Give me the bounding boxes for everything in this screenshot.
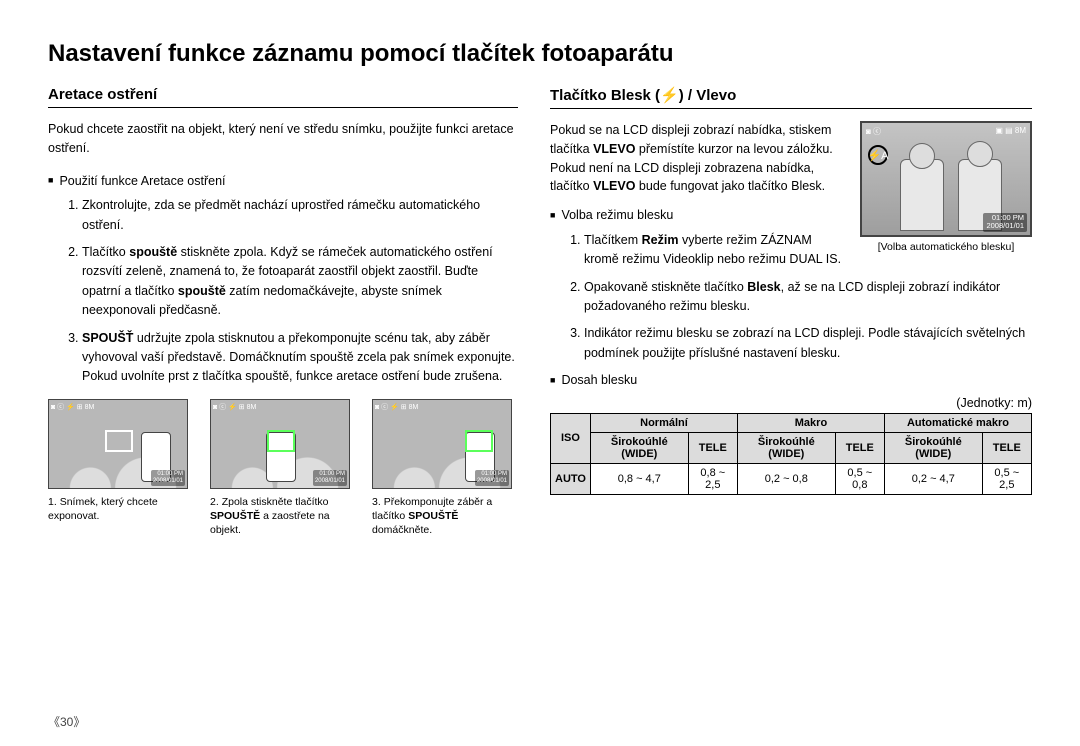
cell: 0,8 ~ 2,5 — [688, 463, 737, 494]
left-column: Aretace ostření Pokud chcete zaostřit na… — [48, 86, 518, 537]
thumb-2-image: ◙ ⓒ ⚡ ⊞ 8M 01:00 PM2008/01/01 — [210, 399, 350, 489]
row-auto-label: AUTO — [551, 463, 591, 494]
sub-heading-flash-range: Dosah blesku — [550, 371, 1032, 390]
cell: 0,2 ~ 0,8 — [737, 463, 835, 494]
flash-range-table: ISO Normální Makro Automatické makro Šir… — [550, 413, 1032, 495]
section-title-focus-lock: Aretace ostření — [48, 86, 518, 108]
th-tele: TELE — [688, 432, 737, 463]
thumb-badge: 01:00 PM2008/01/01 — [475, 470, 509, 485]
shutter-word: spouště — [178, 284, 226, 298]
r-step-3: Indikátor režimu blesku se zobrazí na LC… — [584, 324, 1032, 363]
step-1: Zkontrolujte, zda se předmět nachází upr… — [82, 196, 518, 235]
r-step-2: Opakovaně stiskněte tlačítko Blesk, až s… — [584, 278, 1032, 317]
section-title-flash: Tlačítko Blesk (⚡) / Vlevo — [550, 86, 1032, 109]
flash-mode-indicator: ⚡A — [868, 145, 888, 165]
thumb-1-caption: 1. Snímek, který chcete exponovat. — [48, 495, 188, 523]
thumb-3-caption: 3. Překomponujte záběr a tlačítko SPOUŠT… — [372, 495, 512, 538]
thumb-1: ◙ ⓒ ⚡ ⊞ 8M 01:00 PM2008/01/01 1. Snímek,… — [48, 399, 188, 538]
step-3-text: udržujte zpola stisknutou a překomponujt… — [82, 331, 515, 384]
thumbnail-row: ◙ ⓒ ⚡ ⊞ 8M 01:00 PM2008/01/01 1. Snímek,… — [48, 399, 518, 538]
shutter-word: spouště — [129, 245, 177, 259]
step-3: SPOUŠŤ udržujte zpola stisknutou a překo… — [82, 329, 518, 387]
th-wide: Širokoúhlé (WIDE) — [590, 432, 688, 463]
thumb-overlay-icons: ◙ ⓒ ⚡ ⊞ 8M — [375, 402, 509, 412]
th-wide: Širokoúhlé (WIDE) — [884, 432, 982, 463]
cell: 0,5 ~ 2,5 — [982, 463, 1031, 494]
step-2: Tlačítko spouště stiskněte zpola. Když s… — [82, 243, 518, 321]
thumb-1-image: ◙ ⓒ ⚡ ⊞ 8M 01:00 PM2008/01/01 — [48, 399, 188, 489]
thumb-overlay-icons: ◙ ⓒ ⚡ ⊞ 8M — [51, 402, 185, 412]
th-auto-macro: Automatické makro — [884, 413, 1031, 432]
page-number: 《30》 — [48, 713, 85, 730]
sub-heading-usage: Použití funkce Aretace ostření — [48, 172, 518, 191]
thumb-2: ◙ ⓒ ⚡ ⊞ 8M 01:00 PM2008/01/01 2. Zpola s… — [210, 399, 350, 538]
th-normal: Normální — [590, 413, 737, 432]
th-iso: ISO — [551, 413, 591, 463]
thumb-3: ◙ ⓒ ⚡ ⊞ 8M 01:00 PM2008/01/01 3. Překomp… — [372, 399, 512, 538]
th-tele: TELE — [835, 432, 884, 463]
th-macro: Makro — [737, 413, 884, 432]
two-column-layout: Aretace ostření Pokud chcete zaostřit na… — [48, 86, 1032, 537]
thumb-badge: 01:00 PM2008/01/01 — [151, 470, 185, 485]
thumb-3-image: ◙ ⓒ ⚡ ⊞ 8M 01:00 PM2008/01/01 — [372, 399, 512, 489]
th-tele: TELE — [982, 432, 1031, 463]
thumb-overlay-icons: ◙ ⓒ ⚡ ⊞ 8M — [213, 402, 347, 412]
th-wide: Širokoúhlé (WIDE) — [737, 432, 835, 463]
lcd-screen: ◙ ⓒ ▣ ▤ 8M ⚡A 01:00 PM2008/01/01 — [860, 121, 1032, 237]
right-column: Tlačítko Blesk (⚡) / Vlevo ◙ ⓒ ▣ ▤ 8M ⚡A… — [550, 86, 1032, 537]
cell: 0,2 ~ 4,7 — [884, 463, 982, 494]
thumb-2-caption: 2. Zpola stiskněte tlačítko SPOUŠTĚ a za… — [210, 495, 350, 538]
lcd-preview: ◙ ⓒ ▣ ▤ 8M ⚡A 01:00 PM2008/01/01 [Volba … — [860, 121, 1032, 253]
lcd-caption: [Volba automatického blesku] — [860, 241, 1032, 253]
shutter-word-caps: SPOUŠŤ — [82, 331, 133, 345]
lcd-timestamp: 01:00 PM2008/01/01 — [983, 213, 1027, 232]
page-title: Nastavení funkce záznamu pomocí tlačítek… — [48, 40, 1032, 68]
thumb-badge: 01:00 PM2008/01/01 — [313, 470, 347, 485]
units-label: (Jednotky: m) — [550, 396, 1032, 410]
cell: 0,8 ~ 4,7 — [590, 463, 688, 494]
steps-list-left: Zkontrolujte, zda se předmět nachází upr… — [82, 196, 518, 386]
lcd-top-icons: ◙ ⓒ ▣ ▤ 8M — [866, 126, 1026, 137]
cell: 0,5 ~ 0,8 — [835, 463, 884, 494]
flash-icon: ⚡ — [660, 86, 679, 104]
step-2-text: Tlačítko — [82, 245, 129, 259]
intro-text: Pokud chcete zaostřit na objekt, který n… — [48, 120, 518, 158]
